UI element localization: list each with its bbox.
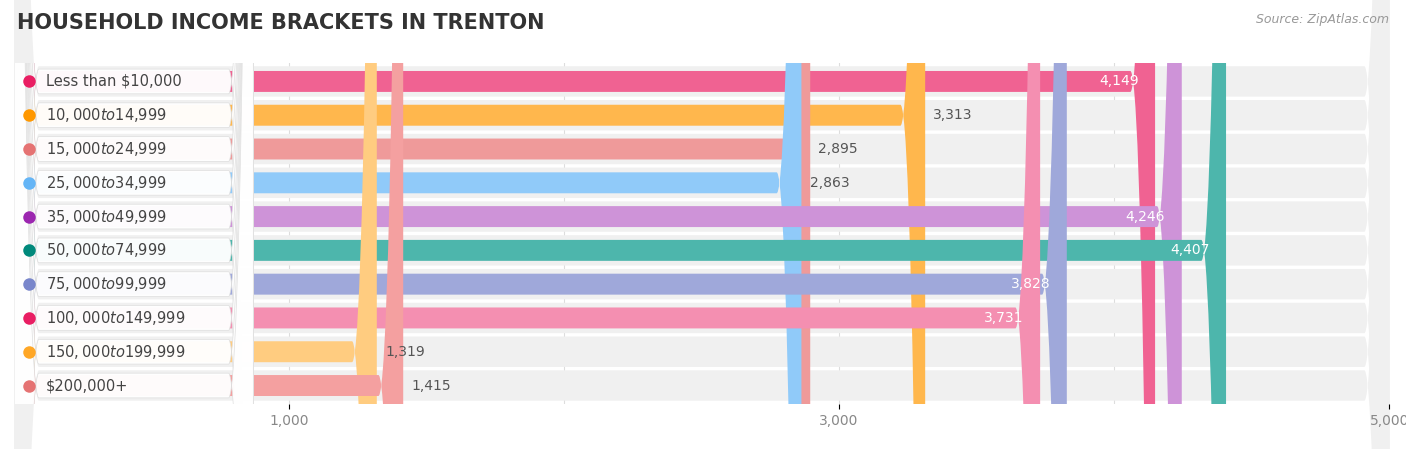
FancyBboxPatch shape: [14, 0, 253, 449]
Text: 1,415: 1,415: [412, 379, 451, 392]
FancyBboxPatch shape: [14, 0, 377, 449]
Text: $100,000 to $149,999: $100,000 to $149,999: [45, 309, 186, 327]
FancyBboxPatch shape: [14, 0, 1389, 449]
FancyBboxPatch shape: [14, 0, 253, 449]
Text: 3,313: 3,313: [934, 108, 973, 122]
FancyBboxPatch shape: [14, 0, 1389, 449]
FancyBboxPatch shape: [14, 0, 1389, 449]
Text: Source: ZipAtlas.com: Source: ZipAtlas.com: [1256, 13, 1389, 26]
Text: $35,000 to $49,999: $35,000 to $49,999: [45, 207, 166, 225]
FancyBboxPatch shape: [14, 0, 253, 449]
FancyBboxPatch shape: [14, 0, 925, 449]
Text: $50,000 to $74,999: $50,000 to $74,999: [45, 242, 166, 260]
FancyBboxPatch shape: [14, 0, 1040, 449]
FancyBboxPatch shape: [14, 0, 253, 449]
Text: 3,828: 3,828: [1011, 277, 1050, 291]
FancyBboxPatch shape: [14, 0, 1389, 449]
Text: $10,000 to $14,999: $10,000 to $14,999: [45, 106, 166, 124]
Text: $150,000 to $199,999: $150,000 to $199,999: [45, 343, 186, 361]
FancyBboxPatch shape: [14, 0, 253, 449]
FancyBboxPatch shape: [14, 0, 810, 449]
Text: 4,149: 4,149: [1099, 75, 1139, 88]
FancyBboxPatch shape: [14, 0, 1389, 449]
FancyBboxPatch shape: [14, 0, 801, 449]
FancyBboxPatch shape: [14, 0, 1226, 449]
Text: $15,000 to $24,999: $15,000 to $24,999: [45, 140, 166, 158]
FancyBboxPatch shape: [14, 0, 253, 449]
Text: 2,895: 2,895: [818, 142, 858, 156]
Text: $75,000 to $99,999: $75,000 to $99,999: [45, 275, 166, 293]
FancyBboxPatch shape: [14, 0, 1389, 449]
FancyBboxPatch shape: [14, 0, 1389, 449]
FancyBboxPatch shape: [14, 0, 253, 449]
Text: 4,407: 4,407: [1170, 243, 1209, 257]
FancyBboxPatch shape: [14, 0, 253, 449]
FancyBboxPatch shape: [14, 0, 1389, 449]
FancyBboxPatch shape: [14, 0, 1156, 449]
Text: $200,000+: $200,000+: [45, 378, 128, 393]
FancyBboxPatch shape: [14, 0, 1182, 449]
Text: HOUSEHOLD INCOME BRACKETS IN TRENTON: HOUSEHOLD INCOME BRACKETS IN TRENTON: [17, 13, 544, 34]
FancyBboxPatch shape: [14, 0, 253, 449]
Text: 4,246: 4,246: [1126, 210, 1166, 224]
FancyBboxPatch shape: [14, 0, 1067, 449]
Text: 2,863: 2,863: [810, 176, 849, 190]
Text: 1,319: 1,319: [385, 345, 425, 359]
FancyBboxPatch shape: [14, 0, 1389, 449]
FancyBboxPatch shape: [14, 0, 404, 449]
FancyBboxPatch shape: [14, 0, 1389, 449]
Text: $25,000 to $34,999: $25,000 to $34,999: [45, 174, 166, 192]
FancyBboxPatch shape: [14, 0, 253, 449]
Text: Less than $10,000: Less than $10,000: [45, 74, 181, 89]
Text: 3,731: 3,731: [984, 311, 1024, 325]
